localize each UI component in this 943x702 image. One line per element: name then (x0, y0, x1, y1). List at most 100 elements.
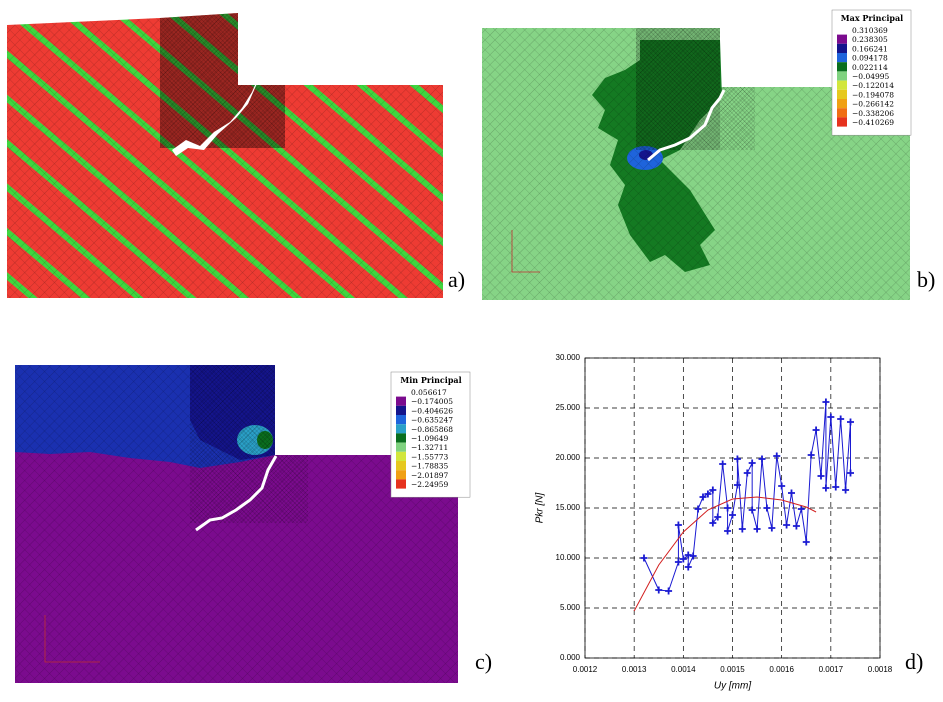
point-marker (694, 505, 702, 513)
legend-level: −0.194078 (852, 90, 894, 99)
point-marker (807, 451, 815, 459)
legend-level: −0.404626 (411, 406, 453, 415)
x-tick-label: 0.0014 (671, 665, 696, 674)
point-marker (714, 513, 722, 521)
x-tick-label: 0.0012 (573, 665, 598, 674)
point-marker (674, 521, 682, 529)
point-marker (729, 511, 736, 519)
legend-level: −1.55773 (411, 452, 449, 461)
legend-level: −0.865868 (411, 425, 453, 434)
legend-swatch (837, 53, 847, 63)
point-marker (724, 504, 732, 512)
legend-swatch (396, 451, 406, 461)
point-marker (847, 418, 854, 426)
legend-title: Max Principal (841, 13, 903, 23)
legend-level: 0.238305 (852, 35, 888, 44)
y-tick-label: 5.000 (560, 603, 581, 612)
y-tick-label: 10.000 (556, 553, 581, 562)
point-marker (699, 493, 707, 501)
legend-level: −1.32711 (411, 443, 448, 452)
point-marker (733, 481, 741, 489)
legend-swatch (837, 80, 847, 90)
legend-level: −1.09649 (411, 434, 449, 443)
x-tick-label: 0.0013 (622, 665, 647, 674)
legend-level: −0.410269 (852, 118, 894, 127)
panel-a-image (7, 13, 443, 298)
legend-swatch (837, 99, 847, 109)
point-marker (842, 486, 850, 494)
point-marker (763, 504, 771, 512)
point-marker (802, 538, 810, 546)
point-marker (655, 586, 663, 594)
panel-c-image (15, 365, 458, 683)
point-marker (773, 452, 781, 460)
point-marker (768, 524, 776, 532)
x-tick-label: 0.0016 (769, 665, 794, 674)
point-marker (733, 455, 741, 463)
legend-title: Min Principal (400, 375, 461, 385)
legend-level: −1.78835 (411, 462, 449, 471)
legend-swatch (396, 470, 406, 480)
point-marker (709, 519, 717, 527)
x-tick-label: 0.0015 (720, 665, 745, 674)
panel-label: a) (448, 267, 465, 292)
point-marker (704, 490, 712, 498)
legend-level: −2.24959 (411, 480, 449, 489)
point-marker (778, 482, 786, 490)
legend-swatch (396, 461, 406, 471)
point-marker (788, 489, 795, 497)
legend-swatch (396, 479, 406, 489)
point-marker (758, 455, 766, 463)
point-marker (847, 469, 854, 477)
point-marker (783, 521, 791, 529)
y-tick-label: 0.000 (560, 653, 581, 662)
legend-level: −0.266142 (852, 100, 894, 109)
legend-level: 0.166241 (852, 44, 888, 53)
point-marker (822, 398, 830, 406)
legend-swatch (837, 43, 847, 53)
legend-level: −0.174005 (411, 397, 453, 406)
panel-label: b) (917, 267, 935, 292)
x-axis-label: Uy [mm] (714, 681, 751, 692)
point-marker (674, 558, 682, 566)
legend-swatch (396, 415, 406, 425)
legend-level: 0.094178 (852, 54, 888, 63)
legend-swatch (837, 108, 847, 118)
legend-level: 0.022114 (852, 63, 888, 72)
legend-swatch (837, 34, 847, 44)
point-marker (684, 551, 692, 559)
point-marker (665, 587, 673, 595)
point-marker (827, 413, 835, 421)
point-marker (640, 554, 648, 562)
panel-label: d) (905, 649, 923, 674)
legend-level: −2.01897 (411, 471, 449, 480)
panel-b-image (482, 28, 910, 300)
point-marker (822, 484, 830, 492)
point-marker (748, 506, 756, 514)
point-marker (753, 525, 761, 533)
legend-swatch (837, 71, 847, 81)
legend-level: −0.338206 (852, 109, 894, 118)
y-tick-label: 15.000 (556, 503, 581, 512)
legend-level: 0.310369 (852, 26, 888, 35)
point-marker (709, 486, 717, 494)
panel-label: c) (475, 649, 492, 674)
legend-swatch (396, 405, 406, 415)
legend-level: −0.04995 (852, 72, 890, 81)
point-marker (837, 415, 845, 423)
point-marker (832, 483, 840, 491)
point-marker (817, 472, 825, 480)
legend-swatch (396, 424, 406, 434)
point-marker (748, 459, 756, 467)
legend-swatch (837, 89, 847, 99)
y-tick-label: 20.000 (556, 453, 581, 462)
point-marker (743, 469, 751, 477)
legend-swatch (396, 442, 406, 452)
point-marker (812, 426, 820, 434)
point-marker (797, 505, 805, 513)
x-tick-label: 0.0018 (868, 665, 893, 674)
legend-swatch (837, 117, 847, 127)
y-tick-label: 25.000 (556, 403, 581, 412)
point-marker (689, 552, 697, 560)
